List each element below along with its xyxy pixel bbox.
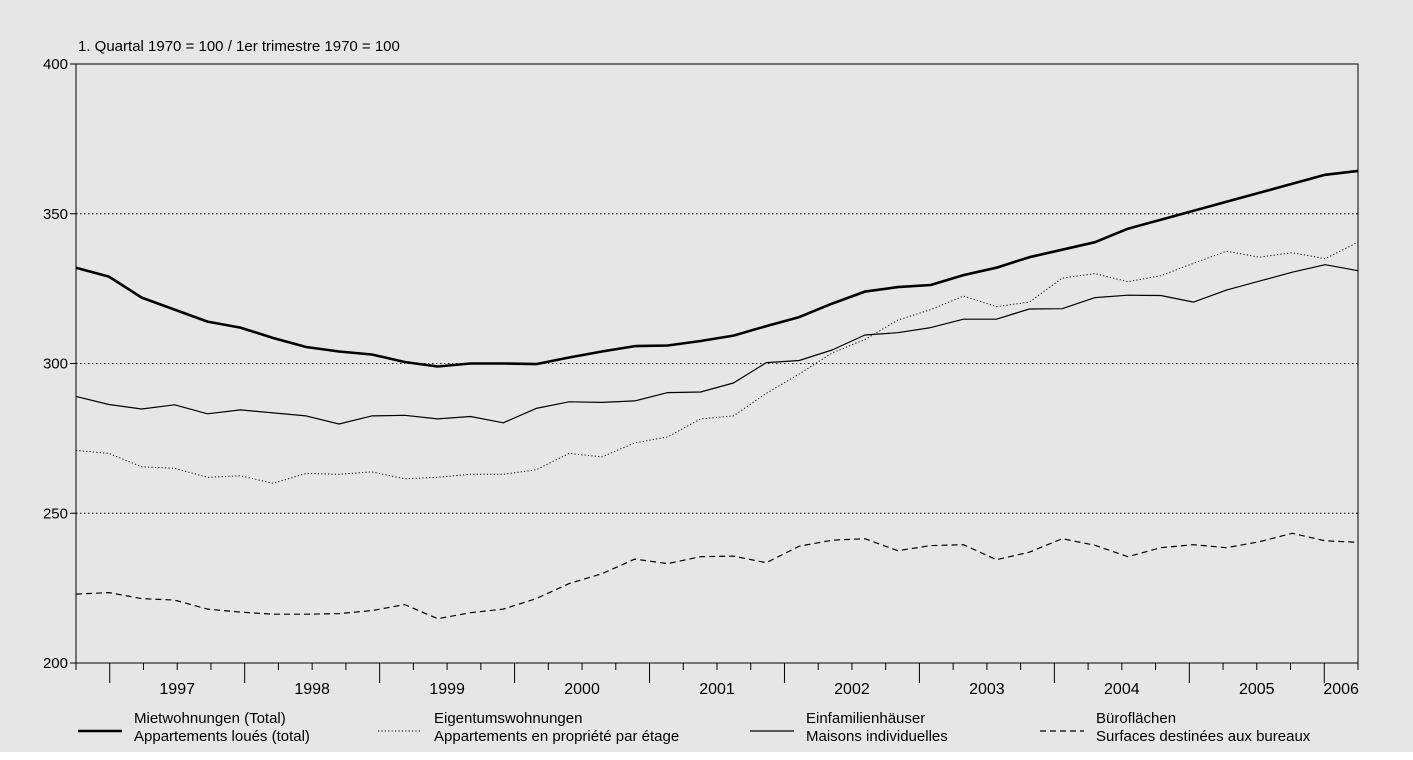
legend-label-de: Einfamilienhäuser [806,710,925,727]
y-tick-label: 350 [43,206,68,223]
legend-label-fr: Appartements loués (total) [134,728,310,745]
legend-label-de: Büroflächen [1096,710,1176,727]
x-year-label: 2005 [1239,681,1275,698]
y-tick-label: 400 [43,56,68,73]
x-year-label: 1997 [159,681,195,698]
x-year-label: 2004 [1104,681,1140,698]
x-year-label: 2003 [969,681,1005,698]
legend-label-de: Mietwohnungen (Total) [134,710,286,727]
series-line-3 [75,264,1359,425]
series-line-1 [75,169,1359,368]
x-year-label: 2006 [1323,681,1359,698]
legend-label-de: Eigentumswohnungen [434,710,582,727]
x-year-label: 2001 [699,681,735,698]
legend-label-fr: Surfaces destinées aux bureaux [1096,728,1311,745]
series-line-4 [75,532,1359,620]
legend-label-fr: Appartements en propriété par étage [434,728,679,745]
y-tick-label: 200 [43,655,68,672]
index-base-label: 1. Quartal 1970 = 100 / 1er trimestre 19… [78,38,400,55]
x-year-label: 2000 [564,681,600,698]
plot-area-border [75,63,1359,664]
legend-label-fr: Maisons individuelles [806,728,948,745]
x-year-label: 1999 [429,681,465,698]
y-tick-label: 250 [43,505,68,522]
y-tick-label: 300 [43,356,68,373]
x-year-label: 2002 [834,681,870,698]
series-line-2 [75,241,1359,484]
x-year-label: 1998 [294,681,330,698]
